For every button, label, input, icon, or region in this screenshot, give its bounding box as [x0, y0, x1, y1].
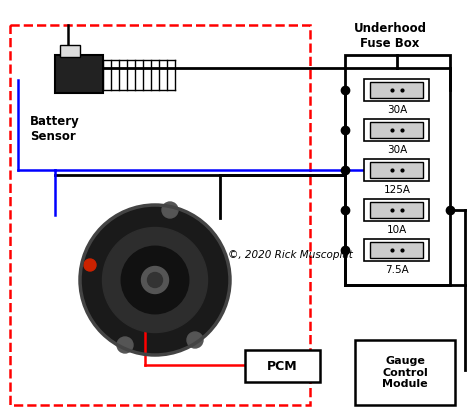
Bar	[365, 199, 429, 221]
Text: 10A: 10A	[387, 225, 407, 235]
Circle shape	[121, 246, 189, 314]
Text: 7.5A: 7.5A	[385, 265, 409, 275]
Text: Underhood
Fuse Box: Underhood Fuse Box	[354, 22, 427, 50]
Bar	[371, 162, 423, 178]
Circle shape	[117, 337, 133, 353]
Circle shape	[162, 202, 178, 218]
Text: Battery
Sensor: Battery Sensor	[30, 115, 80, 143]
Bar	[355, 340, 455, 405]
Circle shape	[142, 266, 168, 293]
Bar	[371, 202, 423, 218]
Circle shape	[147, 272, 163, 287]
Bar	[245, 350, 320, 382]
Bar	[365, 239, 429, 261]
Circle shape	[84, 259, 96, 271]
Circle shape	[80, 205, 230, 355]
Bar	[10, 25, 310, 405]
Bar	[60, 45, 80, 57]
Text: 30A: 30A	[387, 145, 407, 155]
Bar	[365, 119, 429, 141]
Bar	[371, 242, 423, 258]
Bar	[371, 122, 423, 138]
Text: 30A: 30A	[387, 105, 407, 115]
Circle shape	[187, 332, 203, 348]
Bar	[55, 55, 103, 93]
Bar	[371, 82, 423, 98]
Bar	[345, 55, 450, 285]
Text: ©, 2020 Rick Muscoplat: ©, 2020 Rick Muscoplat	[228, 250, 353, 260]
Text: 125A: 125A	[383, 185, 410, 195]
Text: PCM: PCM	[267, 360, 298, 372]
Text: Gauge
Control
Module: Gauge Control Module	[382, 356, 428, 389]
Bar	[365, 159, 429, 181]
Circle shape	[102, 228, 208, 333]
Bar	[365, 79, 429, 101]
